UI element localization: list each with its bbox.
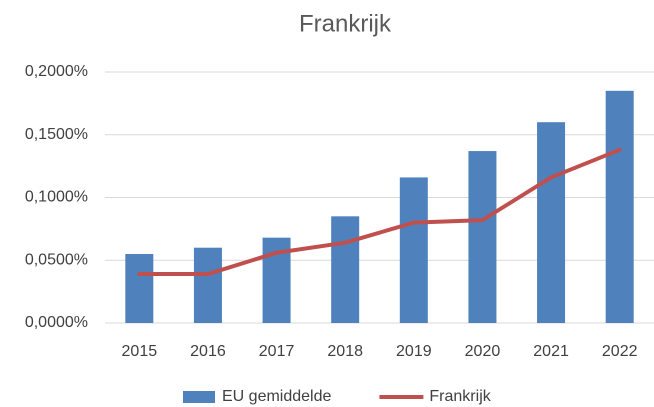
y-tick-label: 0,2000% (25, 63, 88, 80)
line (137, 147, 622, 277)
bar (468, 151, 497, 323)
bar (331, 216, 360, 323)
x-tick-label: 2019 (396, 343, 432, 360)
bar (125, 253, 154, 323)
chart-title: Frankrijk (299, 10, 392, 37)
bar (537, 122, 566, 323)
y-tick-label: 0,0500% (25, 251, 88, 268)
bar (605, 90, 634, 323)
y-tick-label: 0,1000% (25, 189, 88, 206)
bar (399, 177, 428, 323)
x-tick-label: 2015 (122, 343, 158, 360)
legend-swatch (183, 391, 215, 403)
bar (193, 247, 222, 323)
x-tick-label: 2016 (190, 343, 226, 360)
legend-label: Frankrijk (429, 388, 491, 405)
x-tick-label: 2020 (465, 343, 501, 360)
y-tick-label: 0,0000% (25, 314, 88, 331)
x-tick-label: 2022 (602, 343, 638, 360)
x-tick-label: 2021 (533, 343, 569, 360)
x-tick-label: 2018 (327, 343, 363, 360)
y-tick-label: 0,1500% (25, 126, 88, 143)
x-tick-label: 2017 (259, 343, 295, 360)
legend-label: EU gemiddelde (222, 388, 332, 405)
